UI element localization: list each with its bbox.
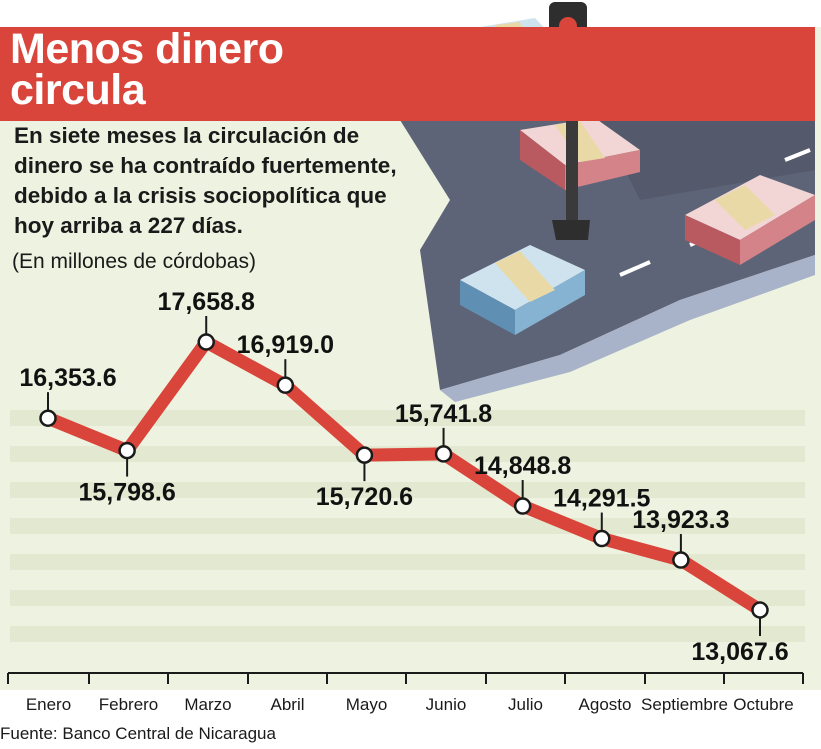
x-tick-label: Julio [508,695,543,714]
data-point [593,529,611,548]
data-point [276,376,295,394]
data-label: 14,848.8 [474,452,571,480]
x-tick-label: Marzo [184,695,231,714]
units-note: (En millones de córdobas) [12,250,256,273]
data-label: 15,741.8 [395,400,492,428]
chart-subtitle: En siete meses la circulación de dinero … [14,123,397,238]
data-label: 16,353.6 [19,364,116,392]
series-line [45,333,764,616]
x-tick-label: Mayo [346,695,388,714]
data-point [118,441,136,460]
x-axis: Enero Febrero Marzo Abril Mayo Junio Julio Agos… [7,672,804,714]
data-point [39,409,57,427]
data-label: 13,923.3 [632,506,729,534]
data-point [751,601,769,619]
x-tick-label: Abril [270,695,304,714]
series-line-path [45,333,764,616]
road-edge [440,255,815,402]
source-note: Fuente: Banco Central de Nicaragua [0,724,276,743]
data-point [434,445,453,463]
data-point [672,551,690,569]
data-point [513,497,532,515]
x-tick-label: Junio [426,695,467,714]
data-point [355,446,374,464]
data-label: 13,067.6 [691,638,788,666]
top-strip [0,0,821,27]
data-label: 14,291.5 [553,485,650,513]
title-band [0,27,815,121]
data-points [39,316,769,636]
data-label: 15,720.6 [316,483,413,511]
x-tick-label: Septiembre [641,695,728,714]
money-car-2 [520,118,640,190]
x-tick-label: Febrero [99,695,159,714]
data-labels: 16,353.6 15,798.6 17,658.8 16,919.0 15,720.6… [19,288,788,666]
data-label: 15,798.6 [78,479,175,507]
data-label: 16,919.0 [237,331,334,359]
x-tick-label: Octubre [733,695,793,714]
x-tick-label: Agosto [579,695,632,714]
money-car-4 [460,245,585,335]
data-point [197,333,215,351]
data-label: 17,658.8 [158,288,255,316]
money-car-3 [685,175,815,265]
x-tick-label: Enero [26,695,71,714]
chart-title: Menos dinero circula [10,25,284,114]
